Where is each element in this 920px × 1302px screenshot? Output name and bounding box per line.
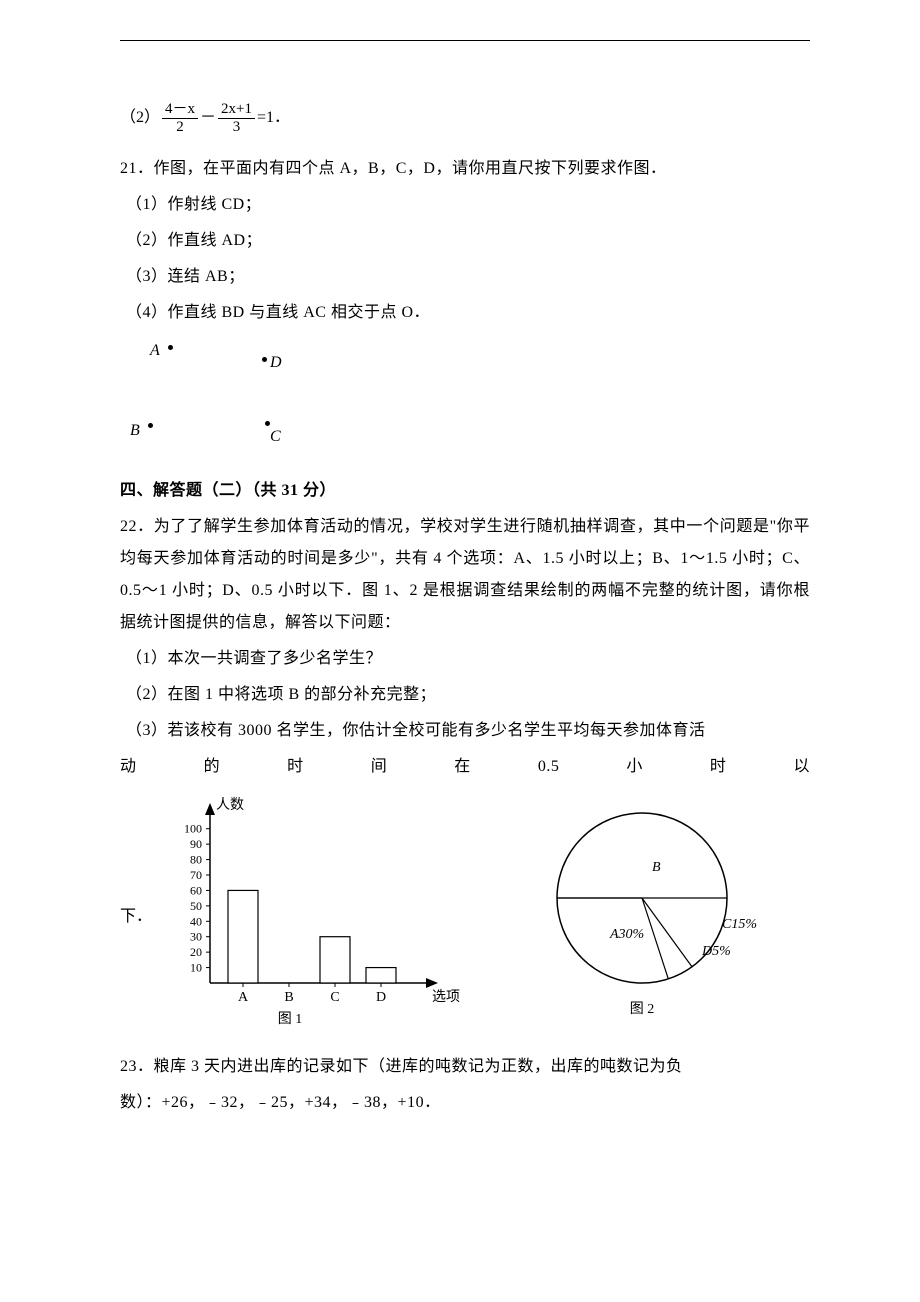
q21-p2: （2）作直线 AD； xyxy=(120,225,810,257)
q22-p3b-char: 时 xyxy=(287,751,304,783)
svg-text:40: 40 xyxy=(190,914,202,928)
q21-p1: （1）作射线 CD； xyxy=(120,189,810,221)
svg-text:B: B xyxy=(652,860,661,875)
q23-l1: 23．粮库 3 天内进出库的记录如下（进库的吨数记为正数，出库的吨数记为负 xyxy=(120,1051,810,1083)
frac1-num: 4－x xyxy=(162,101,198,119)
point-B-label: B xyxy=(130,415,140,447)
q22-p3b-char: 动 xyxy=(120,751,137,783)
svg-text:C15%: C15% xyxy=(722,917,757,932)
section-4-title: 四、解答题（二）（共 31 分） xyxy=(120,475,810,507)
charts-row: 人数 10 2030 4050 607080 90100 A B C D 选项图 1 B C15% D5… xyxy=(162,793,772,1037)
top-rule xyxy=(120,40,810,41)
q22-p3b-char: 的 xyxy=(204,751,221,783)
pie-chart: B C15% D5% A30% 图 2 xyxy=(532,803,772,1037)
bar-chart: 人数 10 2030 4050 607080 90100 A B C D 选项图 1 xyxy=(162,793,462,1037)
svg-text:D: D xyxy=(376,990,386,1005)
bar-chart-svg: 人数 10 2030 4050 607080 90100 A B C D 选项图 1 xyxy=(162,793,462,1028)
q22-p2: （2）在图 1 中将选项 B 的部分补充完整； xyxy=(120,679,810,711)
q20-part2: （2） 4－x 2 － 2x+1 3 =1． xyxy=(120,101,810,135)
svg-text:C: C xyxy=(330,990,339,1005)
q22-p3b-char: 间 xyxy=(371,751,388,783)
q22-p3b-char: 0.5 xyxy=(538,751,560,783)
q23-l2: 数）：+26，﹣32，﹣25，+34，﹣38，+10． xyxy=(120,1087,810,1119)
svg-text:60: 60 xyxy=(190,883,202,897)
page: （2） 4－x 2 － 2x+1 3 =1． 21．作图，在平面内有四个点 A，… xyxy=(0,0,920,1302)
svg-text:A: A xyxy=(238,990,249,1005)
pie-chart-svg: B C15% D5% A30% 图 2 xyxy=(532,803,772,1028)
q22-p3c: 下． xyxy=(120,901,152,933)
q22-p3b-char: 小 xyxy=(626,751,643,783)
point-C-label: C xyxy=(270,421,281,453)
svg-text:B: B xyxy=(284,990,293,1005)
point-B-dot xyxy=(148,423,153,428)
q20-prefix: （2） xyxy=(120,102,160,134)
point-D-dot xyxy=(262,357,267,362)
q22-p3b-char: 在 xyxy=(454,751,471,783)
q21-stem: 21．作图，在平面内有四个点 A，B，C，D，请你用直尺按下列要求作图． xyxy=(120,153,810,185)
q22-bottom-row: 下． 人数 10 2030 4050 607080 90100 A B C D 选项图 1 B C15… xyxy=(120,787,810,1047)
q22-p3b: 动 的 时 间 在 0.5 小 时 以 xyxy=(120,751,810,783)
points-diagram: A D B C xyxy=(130,335,330,445)
svg-text:10: 10 xyxy=(190,961,202,975)
point-A-label: A xyxy=(150,335,160,367)
fraction-1: 4－x 2 xyxy=(162,101,198,135)
minus: － xyxy=(200,102,216,134)
svg-text:80: 80 xyxy=(190,853,202,867)
eq-tail: =1． xyxy=(257,102,290,134)
frac2-den: 3 xyxy=(218,119,255,136)
q21-p4: （4）作直线 BD 与直线 AC 相交于点 O． xyxy=(120,297,810,329)
fraction-2: 2x+1 3 xyxy=(218,101,255,135)
q22-p1: （1）本次一共调查了多少名学生？ xyxy=(120,643,810,675)
point-D-label: D xyxy=(270,347,282,379)
q22-p3b-char: 以 xyxy=(793,751,810,783)
q22-stem: 22．为了了解学生参加体育活动的情况，学校对学生进行随机抽样调查，其中一个问题是… xyxy=(120,511,810,639)
svg-text:20: 20 xyxy=(190,945,202,959)
point-A-dot xyxy=(168,345,173,350)
svg-text:A30%: A30% xyxy=(609,927,644,942)
q21-p3: （3）连结 AB； xyxy=(120,261,810,293)
q22-p3b-char: 时 xyxy=(710,751,727,783)
svg-text:D5%: D5% xyxy=(701,944,731,959)
frac1-den: 2 xyxy=(162,119,198,136)
svg-text:选项: 选项 xyxy=(432,989,460,1005)
svg-text:90: 90 xyxy=(190,837,202,851)
svg-text:50: 50 xyxy=(190,899,202,913)
svg-text:图 1: 图 1 xyxy=(278,1012,303,1027)
svg-text:图 2: 图 2 xyxy=(630,1002,655,1017)
svg-text:30: 30 xyxy=(190,930,202,944)
frac2-num: 2x+1 xyxy=(218,101,255,119)
svg-text:70: 70 xyxy=(190,868,202,882)
svg-text:人数: 人数 xyxy=(216,797,244,813)
svg-text:100: 100 xyxy=(184,822,202,836)
q22-p3a: （3）若该校有 3000 名学生，你估计全校可能有多少名学生平均每天参加体育活 xyxy=(120,715,810,747)
